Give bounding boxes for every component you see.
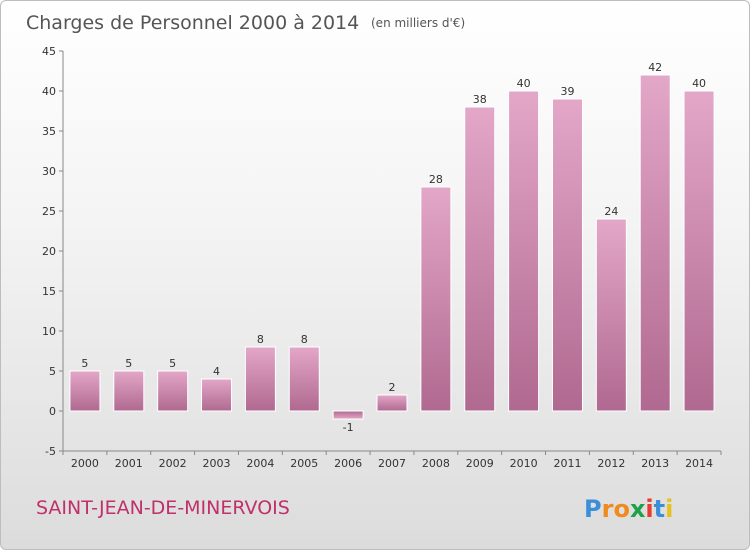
proxiti-logo: Proxiti — [584, 495, 673, 523]
bar-2001 — [113, 370, 145, 412]
data-label-2000: 5 — [81, 357, 88, 370]
x-tick-label-2008: 2008 — [422, 457, 450, 470]
data-label-2004: 8 — [257, 333, 264, 346]
bar-2009 — [464, 106, 496, 412]
bar-2013 — [639, 74, 671, 412]
x-tick-label-2009: 2009 — [466, 457, 494, 470]
bar-2010 — [508, 90, 540, 412]
bar-2014 — [683, 90, 715, 412]
y-tick-label: 40 — [42, 85, 56, 98]
data-label-2005: 8 — [301, 333, 308, 346]
x-tick-label-2011: 2011 — [553, 457, 581, 470]
y-tick-label: 5 — [49, 365, 56, 378]
x-tick-label-2012: 2012 — [597, 457, 625, 470]
data-label-2007: 2 — [389, 381, 396, 394]
bar-2004 — [244, 346, 276, 412]
data-label-2011: 39 — [560, 85, 574, 98]
data-label-2006: -1 — [343, 421, 354, 434]
x-tick-label-2007: 2007 — [378, 457, 406, 470]
data-label-2012: 24 — [604, 205, 618, 218]
data-label-2014: 40 — [692, 77, 706, 90]
y-tick-label: 30 — [42, 165, 56, 178]
data-label-2013: 42 — [648, 61, 662, 74]
x-tick-label-2014: 2014 — [685, 457, 713, 470]
bar-2000 — [69, 370, 101, 412]
y-tick-label: 35 — [42, 125, 56, 138]
x-tick-label-2000: 2000 — [71, 457, 99, 470]
bar-2011 — [551, 98, 583, 412]
bar-2002 — [157, 370, 189, 412]
bar-2006 — [332, 410, 364, 420]
bar-2012 — [595, 218, 627, 412]
logo-letter: P — [584, 495, 602, 523]
y-tick-label: 20 — [42, 245, 56, 258]
chart-title: Charges de Personnel 2000 à 2014 — [26, 12, 359, 34]
x-tick-label-2003: 2003 — [203, 457, 231, 470]
y-tick-label: 45 — [42, 45, 56, 58]
logo-letter: i — [665, 495, 673, 523]
data-label-2003: 4 — [213, 365, 220, 378]
chart-subtitle: (en milliers d'€) — [371, 16, 465, 30]
y-tick-label: 10 — [42, 325, 56, 338]
x-tick-label-2001: 2001 — [115, 457, 143, 470]
x-tick-label-2002: 2002 — [159, 457, 187, 470]
bar-2007 — [376, 394, 408, 412]
logo-letter: r — [602, 495, 614, 523]
logo-letter: t — [654, 495, 665, 523]
y-tick-label: 25 — [42, 205, 56, 218]
data-label-2010: 40 — [517, 77, 531, 90]
x-tick-label-2004: 2004 — [246, 457, 274, 470]
y-tick-label: 15 — [42, 285, 56, 298]
x-tick-label-2006: 2006 — [334, 457, 362, 470]
location-name: SAINT-JEAN-DE-MINERVOIS — [36, 497, 290, 519]
x-tick-label-2005: 2005 — [290, 457, 318, 470]
data-label-2009: 38 — [473, 93, 487, 106]
data-label-2001: 5 — [125, 357, 132, 370]
x-tick-label-2010: 2010 — [510, 457, 538, 470]
y-tick-label: 0 — [49, 405, 56, 418]
bar-2008 — [420, 186, 452, 412]
bar-2003 — [201, 378, 233, 412]
data-label-2008: 28 — [429, 173, 443, 186]
y-tick-label: -5 — [45, 445, 56, 458]
data-label-2002: 5 — [169, 357, 176, 370]
data-labels: 5 5 5 4 8 8 -1 2 28 38 40 39 24 42 40 — [81, 61, 706, 434]
logo-letter: i — [645, 495, 653, 523]
logo-letter: o — [613, 495, 630, 523]
bars — [69, 74, 715, 420]
bar-2005 — [288, 346, 320, 412]
x-tick-label-2013: 2013 — [641, 457, 669, 470]
logo-letter: x — [630, 495, 646, 523]
